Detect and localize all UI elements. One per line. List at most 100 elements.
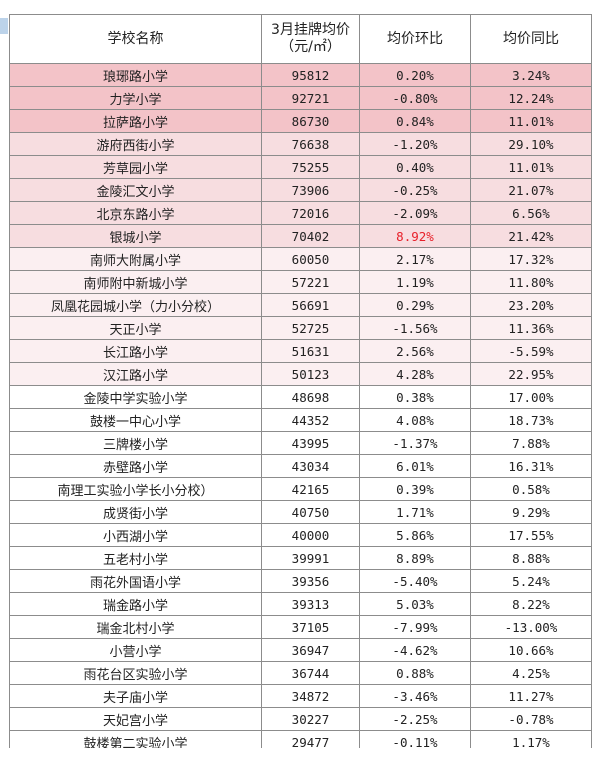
cell-school-name[interactable]: 长江路小学 [9,339,262,363]
cell-avg-price[interactable]: 42165 [261,477,360,501]
cell-avg-price[interactable]: 36947 [261,638,360,662]
cell-mom[interactable]: 0.39% [359,477,471,501]
cell-avg-price[interactable]: 39356 [261,569,360,593]
cell-mom[interactable]: 2.17% [359,247,471,271]
cell-school-name[interactable]: 游府西街小学 [9,132,262,156]
cell-mom[interactable]: 0.29% [359,293,471,317]
cell-yoy[interactable]: 7.88% [470,431,592,455]
cell-yoy[interactable]: 5.24% [470,569,592,593]
cell-mom[interactable]: 4.28% [359,362,471,386]
cell-yoy[interactable]: 11.27% [470,684,592,708]
cell-yoy[interactable]: 4.25% [470,661,592,685]
cell-school-name[interactable]: 北京东路小学 [9,201,262,225]
cell-avg-price[interactable]: 36744 [261,661,360,685]
cell-yoy[interactable]: 12.24% [470,86,592,110]
cell-yoy[interactable]: 11.36% [470,316,592,340]
cell-yoy[interactable]: 11.01% [470,109,592,133]
cell-mom[interactable]: -5.40% [359,569,471,593]
cell-mom[interactable]: 8.92% [359,224,471,248]
cell-yoy[interactable]: 17.00% [470,385,592,409]
cell-school-name[interactable]: 雨花台区实验小学 [9,661,262,685]
cell-mom[interactable]: 5.03% [359,592,471,616]
cell-avg-price[interactable]: 37105 [261,615,360,639]
header-mom[interactable]: 均价环比 [359,14,471,64]
cell-yoy[interactable]: 21.07% [470,178,592,202]
cell-school-name[interactable]: 夫子庙小学 [9,684,262,708]
cell-avg-price[interactable]: 40750 [261,500,360,524]
cell-yoy[interactable]: 8.22% [470,592,592,616]
cell-school-name[interactable]: 天妃宫小学 [9,707,262,731]
cell-school-name[interactable]: 五老村小学 [9,546,262,570]
cell-school-name[interactable]: 力学小学 [9,86,262,110]
cell-avg-price[interactable]: 72016 [261,201,360,225]
cell-avg-price[interactable]: 44352 [261,408,360,432]
cell-school-name[interactable]: 南理工实验小学长小分校） [9,477,262,501]
cell-avg-price[interactable]: 30227 [261,707,360,731]
cell-avg-price[interactable]: 86730 [261,109,360,133]
cell-yoy[interactable]: 16.31% [470,454,592,478]
cell-school-name[interactable]: 金陵中学实验小学 [9,385,262,409]
cell-avg-price[interactable]: 73906 [261,178,360,202]
cell-school-name[interactable]: 凤凰花园城小学（力小分校） [9,293,262,317]
cell-school-name[interactable]: 南师附中新城小学 [9,270,262,294]
cell-yoy[interactable]: 22.95% [470,362,592,386]
cell-yoy[interactable]: 11.80% [470,270,592,294]
cell-mom[interactable]: -1.56% [359,316,471,340]
cell-school-name[interactable]: 小西湖小学 [9,523,262,547]
cell-school-name[interactable]: 瑞金北村小学 [9,615,262,639]
cell-yoy[interactable]: -0.78% [470,707,592,731]
cell-school-name[interactable]: 赤壁路小学 [9,454,262,478]
cell-mom[interactable]: 0.84% [359,109,471,133]
cell-avg-price[interactable]: 40000 [261,523,360,547]
cell-mom[interactable]: 1.19% [359,270,471,294]
cell-yoy[interactable]: 11.01% [470,155,592,179]
cell-avg-price[interactable]: 43995 [261,431,360,455]
cell-school-name[interactable]: 瑞金路小学 [9,592,262,616]
cell-mom[interactable]: -1.20% [359,132,471,156]
cell-yoy[interactable]: 17.32% [470,247,592,271]
cell-yoy[interactable]: 21.42% [470,224,592,248]
cell-mom[interactable]: 4.08% [359,408,471,432]
cell-school-name[interactable]: 芳草园小学 [9,155,262,179]
cell-yoy[interactable]: -5.59% [470,339,592,363]
cell-mom[interactable]: 0.88% [359,661,471,685]
cell-mom[interactable]: -2.09% [359,201,471,225]
cell-school-name[interactable]: 南师大附属小学 [9,247,262,271]
cell-avg-price[interactable]: 50123 [261,362,360,386]
cell-mom[interactable]: -0.25% [359,178,471,202]
cell-avg-price[interactable]: 51631 [261,339,360,363]
cell-avg-price[interactable]: 56691 [261,293,360,317]
cell-yoy[interactable]: 18.73% [470,408,592,432]
cell-yoy[interactable]: 10.66% [470,638,592,662]
cell-mom[interactable]: 2.56% [359,339,471,363]
cell-school-name[interactable]: 鼓楼一中心小学 [9,408,262,432]
cell-school-name[interactable]: 三牌楼小学 [9,431,262,455]
header-yoy[interactable]: 均价同比 [470,14,592,64]
cell-school-name[interactable]: 小营小学 [9,638,262,662]
cell-avg-price[interactable]: 70402 [261,224,360,248]
cell-school-name[interactable]: 天正小学 [9,316,262,340]
cell-mom[interactable]: 1.71% [359,500,471,524]
cell-mom[interactable]: -2.25% [359,707,471,731]
cell-school-name[interactable]: 成贤街小学 [9,500,262,524]
cell-avg-price[interactable]: 34872 [261,684,360,708]
cell-yoy[interactable]: 3.24% [470,63,592,87]
cell-mom[interactable]: -4.62% [359,638,471,662]
cell-school-name[interactable]: 金陵汇文小学 [9,178,262,202]
header-avg-price[interactable]: 3月挂牌均价 （元/㎡） [261,14,360,64]
cell-avg-price[interactable]: 60050 [261,247,360,271]
cell-avg-price[interactable]: 52725 [261,316,360,340]
cell-avg-price[interactable]: 39313 [261,592,360,616]
cell-mom[interactable]: 0.20% [359,63,471,87]
cell-school-name[interactable]: 汉江路小学 [9,362,262,386]
cell-avg-price[interactable]: 43034 [261,454,360,478]
cell-yoy[interactable]: -13.00% [470,615,592,639]
cell-mom[interactable]: -7.99% [359,615,471,639]
cell-mom[interactable]: 8.89% [359,546,471,570]
cell-school-name[interactable]: 拉萨路小学 [9,109,262,133]
cell-yoy[interactable]: 6.56% [470,201,592,225]
cell-mom[interactable]: 0.38% [359,385,471,409]
cell-yoy[interactable]: 9.29% [470,500,592,524]
cell-mom[interactable]: -1.37% [359,431,471,455]
cell-mom[interactable]: 0.40% [359,155,471,179]
